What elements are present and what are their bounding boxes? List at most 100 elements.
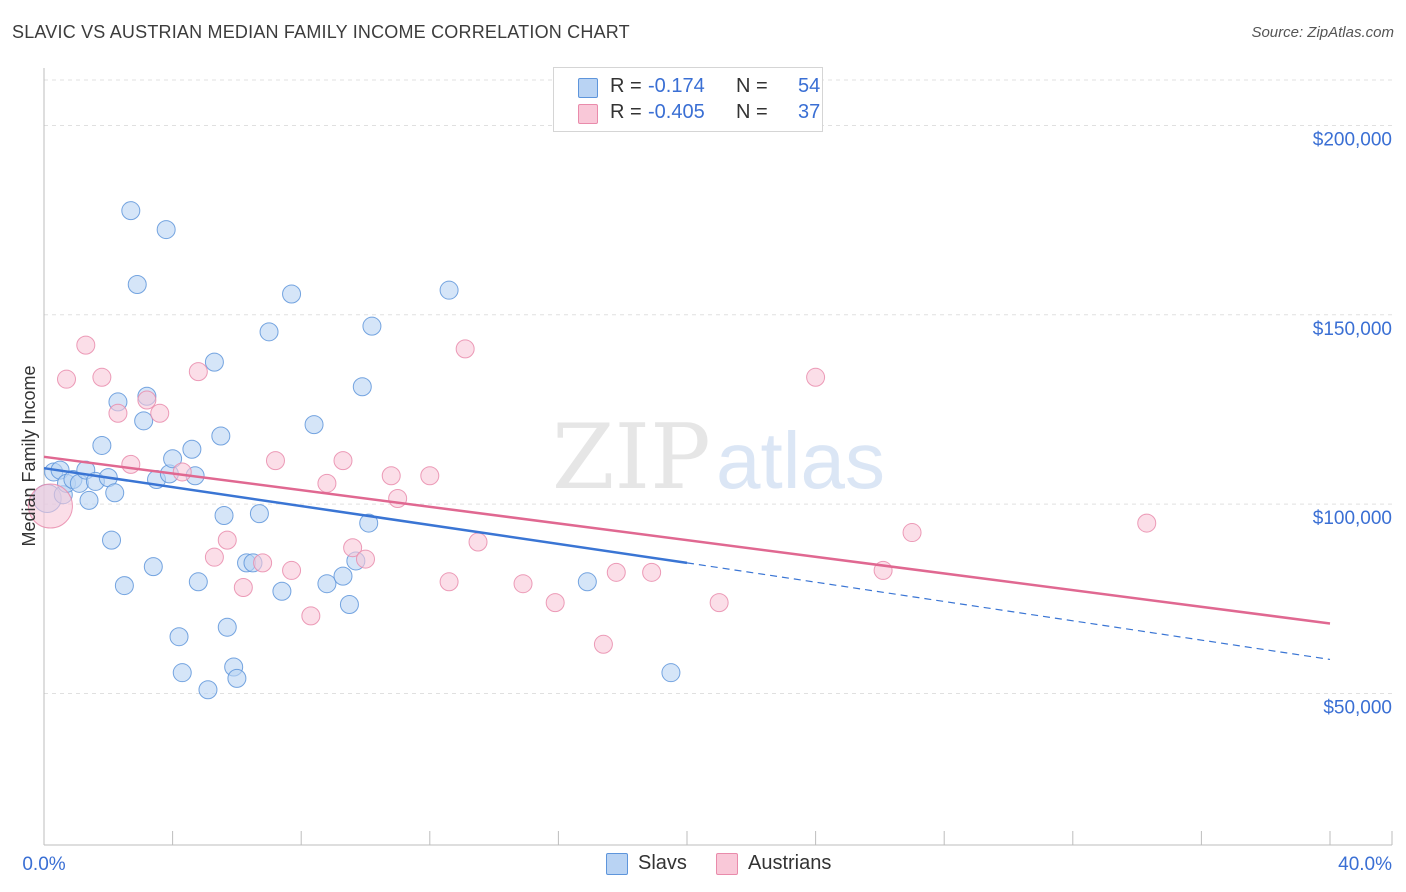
austrians-point <box>381 466 401 486</box>
slavs-point <box>339 595 359 615</box>
slavs-point <box>182 439 202 459</box>
slavs-point <box>214 506 234 526</box>
austrians-point <box>172 462 192 482</box>
austrians-point <box>92 367 112 387</box>
slavs-point <box>439 280 459 300</box>
slavs-point <box>188 572 208 592</box>
austrians-point <box>902 523 922 543</box>
slavs-point <box>163 449 183 469</box>
austrians-point <box>27 483 73 529</box>
austrians-point <box>420 466 440 486</box>
austrians-point <box>513 574 533 594</box>
slavs-point <box>204 352 224 372</box>
slavs-point <box>134 411 154 431</box>
slavs-point <box>282 284 302 304</box>
slavs-point <box>156 220 176 240</box>
slavs-point <box>172 663 192 683</box>
austrians-point <box>233 577 253 597</box>
austrians-point <box>709 593 729 613</box>
legend-n-label: N = <box>736 101 768 123</box>
austrians-point <box>301 606 321 626</box>
bottom-legend-swatch-slavs <box>606 853 628 875</box>
slavs-point <box>661 663 681 683</box>
bottom-legend-label-austrians: Austrians <box>748 852 832 874</box>
austrians-point <box>108 403 128 423</box>
legend-box: R = -0.174 N = 54 R = -0.405 N = 37 <box>553 67 823 132</box>
austrians-point <box>606 562 626 582</box>
slavs-point <box>352 377 372 397</box>
series-austrians <box>27 335 1157 654</box>
bottom-legend-swatch-austrians <box>716 853 738 875</box>
austrians-point <box>1137 513 1157 533</box>
y-tick-label: $50,000 <box>1323 698 1392 719</box>
slavs-point <box>79 490 99 510</box>
austrians-point <box>204 547 224 567</box>
austrians-point <box>468 532 488 552</box>
y-tick-label: $100,000 <box>1313 508 1392 529</box>
austrians-point <box>333 451 353 471</box>
slavs-point <box>249 504 269 524</box>
austrians-point <box>188 362 208 382</box>
austrians-point <box>282 560 302 580</box>
austrians-point <box>57 369 77 389</box>
legend-r-value: -0.405 <box>648 101 705 123</box>
austrians-point <box>455 339 475 359</box>
legend-n-label: N = <box>736 75 768 97</box>
slavs-point <box>333 566 353 586</box>
austrians-trend-line <box>43 455 1331 625</box>
slavs-point <box>121 201 141 221</box>
slavs-point <box>317 574 337 594</box>
slavs-point <box>359 513 379 533</box>
legend-r-label: R = <box>610 75 642 97</box>
watermark-zip: ZIP <box>552 405 711 510</box>
austrians-point <box>76 335 96 355</box>
austrians-point <box>253 553 273 573</box>
austrians-point <box>388 488 408 508</box>
slavs-point <box>577 572 597 592</box>
x-tick-label-min: 0.0% <box>22 854 65 875</box>
bottom-legend-label-slavs: Slavs <box>638 852 687 874</box>
slavs-point <box>114 576 134 596</box>
slavs-trend-line <box>43 466 688 565</box>
chart-title: SLAVIC VS AUSTRIAN MEDIAN FAMILY INCOME … <box>12 22 630 42</box>
legend-r-value: -0.174 <box>648 75 705 97</box>
legend-r-label: R = <box>610 101 642 123</box>
austrians-point <box>806 367 826 387</box>
slavs-point <box>217 617 237 637</box>
austrians-point <box>317 473 337 493</box>
slavs-point <box>92 435 112 455</box>
legend-n-value: 37 <box>798 101 821 123</box>
slavs-point <box>272 581 292 601</box>
slavs-point <box>211 426 231 446</box>
slavs-point <box>102 530 122 550</box>
austrians-point <box>642 562 662 582</box>
chart-source: Source: ZipAtlas.com <box>1251 24 1394 41</box>
austrians-point <box>137 390 157 410</box>
austrians-point <box>121 454 141 474</box>
legend-n-value: 54 <box>798 75 821 97</box>
austrians-point <box>356 549 375 569</box>
slavs-point <box>105 483 125 503</box>
x-tick-label-max: 40.0% <box>1338 854 1392 875</box>
slavs-trend-extension <box>686 562 1331 661</box>
slavs-point <box>198 680 218 700</box>
slavs-point <box>169 627 189 647</box>
austrians-point <box>593 634 613 654</box>
austrians-point <box>150 403 170 423</box>
slavs-point <box>362 316 382 336</box>
legend-swatch-austrians <box>578 104 598 124</box>
austrians-point <box>217 530 237 550</box>
y-tick-label: $150,000 <box>1313 319 1392 340</box>
slavs-point <box>127 275 147 295</box>
y-axis-label: Median Family Income <box>19 365 39 546</box>
austrians-point <box>545 593 565 613</box>
austrians-point <box>439 572 459 592</box>
slavs-point <box>259 322 279 342</box>
watermark-atlas: atlas <box>716 416 885 505</box>
austrians-point <box>265 451 285 471</box>
y-tick-label: $200,000 <box>1313 129 1392 150</box>
slavs-point <box>304 415 324 435</box>
slavs-point <box>227 668 247 688</box>
legend-swatch-slavs <box>578 78 598 98</box>
